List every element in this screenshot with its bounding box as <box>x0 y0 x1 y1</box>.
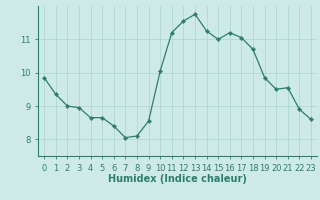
X-axis label: Humidex (Indice chaleur): Humidex (Indice chaleur) <box>108 174 247 184</box>
